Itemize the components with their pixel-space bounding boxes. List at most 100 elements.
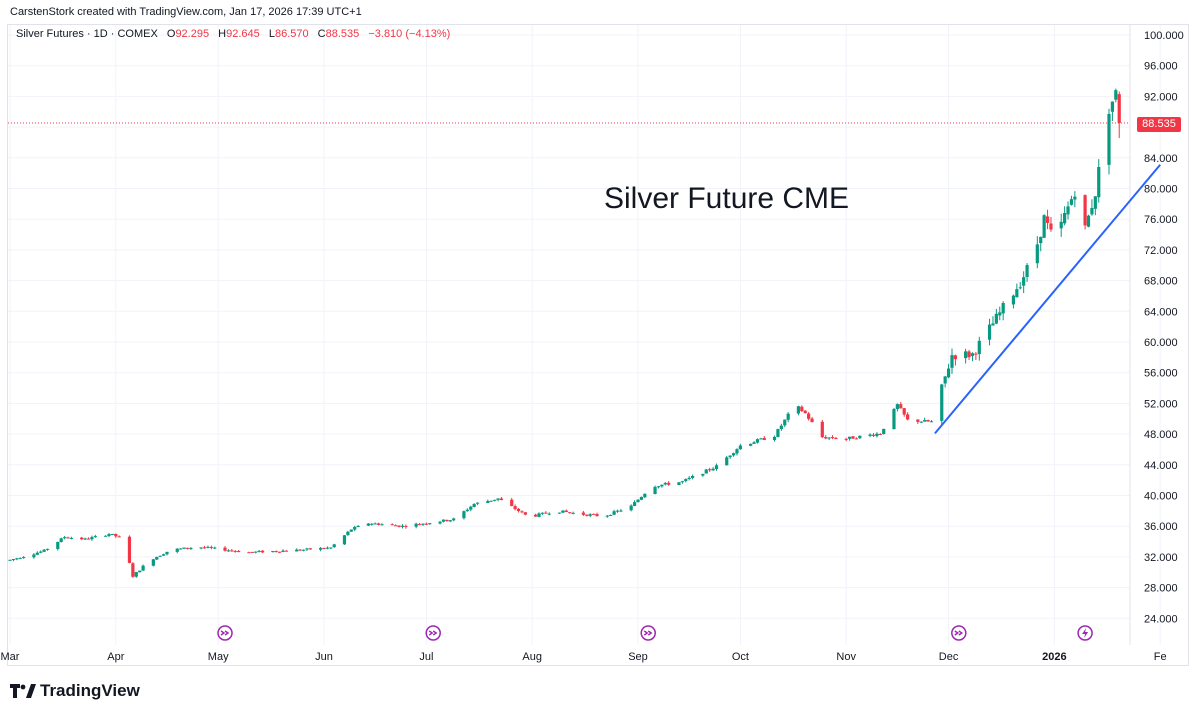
candle-body <box>940 384 944 421</box>
candle-body <box>609 515 613 517</box>
candle-body <box>206 546 210 548</box>
candle-body <box>714 465 719 470</box>
high-label: H <box>218 28 227 40</box>
x-tick-label: Jun <box>315 651 333 663</box>
candle-body <box>1066 206 1070 215</box>
candle-body <box>301 549 306 551</box>
candle-body <box>660 484 664 487</box>
candle-body <box>424 523 428 525</box>
y-tick-label: 60.000 <box>1144 337 1178 349</box>
candle-body <box>776 429 780 437</box>
candle-body <box>22 557 26 559</box>
candle-body <box>929 421 934 423</box>
candle-body <box>414 523 418 527</box>
candle-body <box>223 547 227 551</box>
event-dividend-icon[interactable] <box>425 625 441 641</box>
event-dividend-icon[interactable] <box>217 625 233 641</box>
candle-body <box>827 437 831 439</box>
candle-body <box>639 496 644 500</box>
candle-body <box>233 550 237 552</box>
candle-body <box>322 548 326 550</box>
candle-body <box>462 511 466 519</box>
candle-body <box>32 554 36 558</box>
candle-body <box>489 500 493 502</box>
candle-body <box>237 551 241 553</box>
candle-body <box>155 556 159 560</box>
y-tick-label: 48.000 <box>1144 429 1178 441</box>
candle-body <box>796 406 801 414</box>
candle-body <box>1045 216 1050 223</box>
x-tick-label: Fe <box>1154 651 1167 663</box>
y-tick-label: 56.000 <box>1144 368 1178 380</box>
candle-body <box>557 512 562 514</box>
change-value: −3.810 (−4.13%) <box>368 28 451 40</box>
candle-body <box>588 514 592 516</box>
candle-body <box>615 510 620 512</box>
candle-body <box>749 443 753 446</box>
candle-body <box>1107 113 1111 165</box>
candle-body <box>987 324 992 340</box>
candle-body <box>366 523 370 526</box>
y-tick-label: 92.000 <box>1144 91 1178 103</box>
candle-body <box>653 486 657 495</box>
candle-body <box>977 340 981 355</box>
candle-body <box>1015 289 1019 298</box>
candle-body <box>274 551 278 553</box>
candle-body <box>441 519 446 522</box>
y-tick-label: 32.000 <box>1144 552 1178 564</box>
candle-body <box>540 512 545 514</box>
close-value: 88.535 <box>325 28 360 40</box>
candle-body <box>380 524 384 526</box>
chart-annotation[interactable]: Silver Future CME <box>604 182 850 215</box>
candle-body <box>994 313 998 324</box>
candle-body <box>202 547 207 549</box>
close-label: C <box>317 28 326 40</box>
candle-body <box>428 523 432 525</box>
candle-body <box>619 510 623 512</box>
candle-body <box>970 353 975 356</box>
candle-body <box>346 531 350 536</box>
candle-body <box>636 499 640 503</box>
candle-body <box>851 436 855 439</box>
event-flash-icon[interactable] <box>1077 625 1093 641</box>
high-value: 92.645 <box>226 28 260 40</box>
x-tick-label: Apr <box>107 651 124 663</box>
candle-body <box>704 469 708 474</box>
candle-body <box>438 521 442 524</box>
candle-body <box>1083 195 1087 226</box>
candle-body <box>779 425 783 430</box>
candle-body <box>667 482 671 485</box>
candle-body <box>800 406 804 412</box>
tradingview-logo-icon <box>10 684 36 698</box>
candle-body <box>1011 295 1016 305</box>
x-tick-label: Dec <box>939 651 959 663</box>
candle-body <box>950 355 954 368</box>
candle-body <box>919 421 923 423</box>
candle-body <box>895 404 899 410</box>
candle-body <box>271 551 275 553</box>
candle-body <box>260 550 265 553</box>
event-dividend-icon[interactable] <box>640 625 656 641</box>
candle-body <box>755 439 760 443</box>
y-tick-label: 72.000 <box>1144 245 1178 257</box>
candle-body <box>332 544 336 548</box>
candle-body <box>902 408 906 415</box>
candle-body <box>728 455 732 458</box>
trendline[interactable] <box>934 164 1161 434</box>
tradingview-logo[interactable]: TradingView <box>10 681 140 701</box>
candle-body <box>663 482 667 485</box>
candle-body <box>465 509 469 512</box>
x-tick-label: Jul <box>419 651 433 663</box>
candle-body <box>810 418 814 423</box>
candle-body <box>629 505 633 511</box>
event-dividend-icon[interactable] <box>951 625 967 641</box>
candle-body <box>394 525 398 527</box>
candle-body <box>807 413 811 419</box>
candle-body <box>632 502 637 506</box>
candle-body <box>847 436 852 439</box>
candle-body <box>131 563 135 577</box>
candle-body <box>1039 236 1043 244</box>
y-tick-label: 100.000 <box>1144 30 1184 42</box>
y-tick-label: 64.000 <box>1144 306 1178 318</box>
